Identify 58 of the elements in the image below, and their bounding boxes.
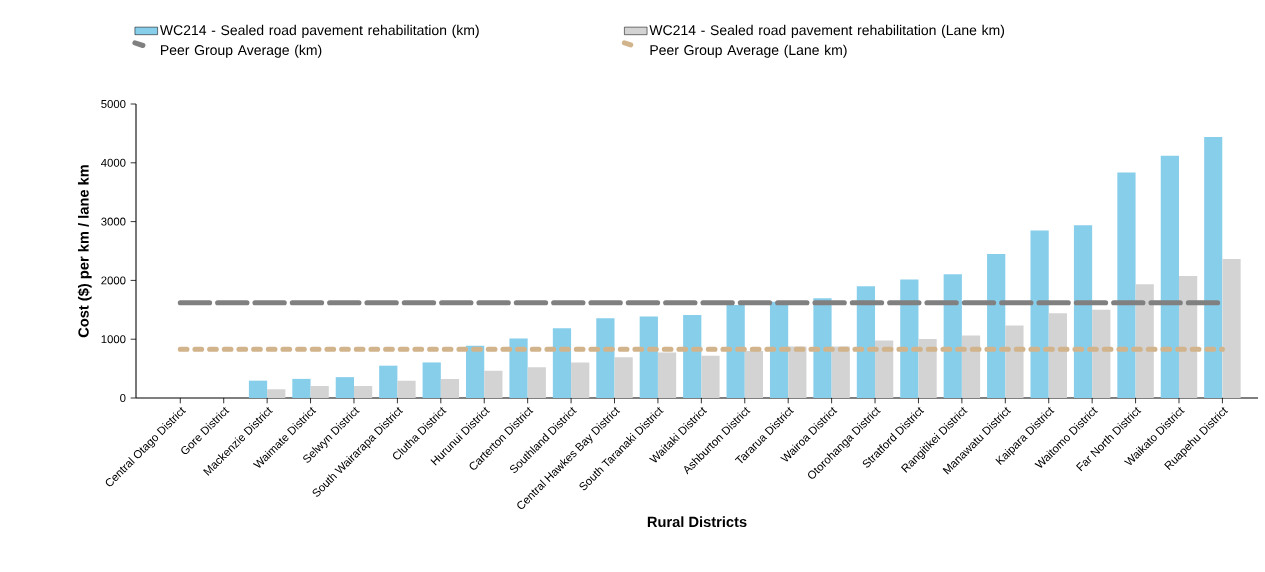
bar	[1005, 325, 1024, 398]
bar	[1222, 258, 1241, 398]
bar	[552, 328, 572, 398]
bar	[1160, 155, 1179, 398]
bar	[335, 377, 354, 398]
bar	[856, 286, 876, 398]
legend-label: Peer Group Average (Lane km)	[650, 44, 847, 58]
legend-label: WC214 - Sealed road pavement rehabilitation (km)	[159, 24, 479, 38]
bar	[571, 362, 590, 398]
bar	[1030, 230, 1049, 398]
bar	[1178, 275, 1198, 398]
y-tick-label: 5000	[101, 99, 126, 109]
bar	[466, 345, 485, 398]
y-tick-label: 2000	[101, 276, 126, 285]
legend-label: WC214 - Sealed road pavement rehabilitation (Lane km)	[649, 24, 1005, 38]
y-tick-label: 1000	[101, 335, 126, 344]
bar	[1135, 284, 1154, 398]
bar	[1092, 309, 1111, 398]
bar	[1048, 313, 1067, 398]
bar	[1117, 172, 1136, 398]
bar	[292, 378, 311, 398]
bar	[639, 316, 658, 398]
bar	[987, 253, 1006, 398]
bar	[726, 305, 745, 398]
bar	[961, 335, 981, 398]
bar	[527, 367, 546, 398]
y-tick-label: 3000	[101, 217, 126, 226]
bar	[918, 338, 937, 398]
bar	[943, 274, 962, 398]
y-tick-label: 0	[120, 393, 126, 403]
legend-label: Peer Group Average (km)	[161, 44, 322, 58]
bar	[831, 346, 850, 398]
bar	[614, 357, 633, 398]
bar	[875, 340, 894, 398]
x-axis-title: Rural Districts	[647, 516, 747, 528]
y-axis-title: Cost ($) per km / lane km	[77, 165, 92, 338]
bar	[440, 378, 460, 398]
bar	[267, 389, 286, 398]
bar	[1204, 136, 1223, 398]
bar	[484, 370, 503, 398]
bar	[813, 298, 832, 398]
bar	[744, 350, 764, 398]
bar	[657, 352, 677, 398]
bar	[900, 279, 919, 398]
bar	[769, 301, 789, 398]
bar	[422, 362, 441, 398]
bar	[788, 346, 807, 398]
bar	[397, 380, 416, 398]
bar	[248, 380, 268, 398]
bar	[701, 355, 720, 398]
bar	[509, 338, 528, 398]
bar	[310, 385, 329, 398]
y-tick-label: 4000	[101, 158, 126, 167]
bar	[353, 385, 373, 398]
bar	[683, 315, 702, 398]
bar	[596, 318, 615, 398]
bar	[379, 365, 398, 398]
bar	[1073, 225, 1093, 398]
